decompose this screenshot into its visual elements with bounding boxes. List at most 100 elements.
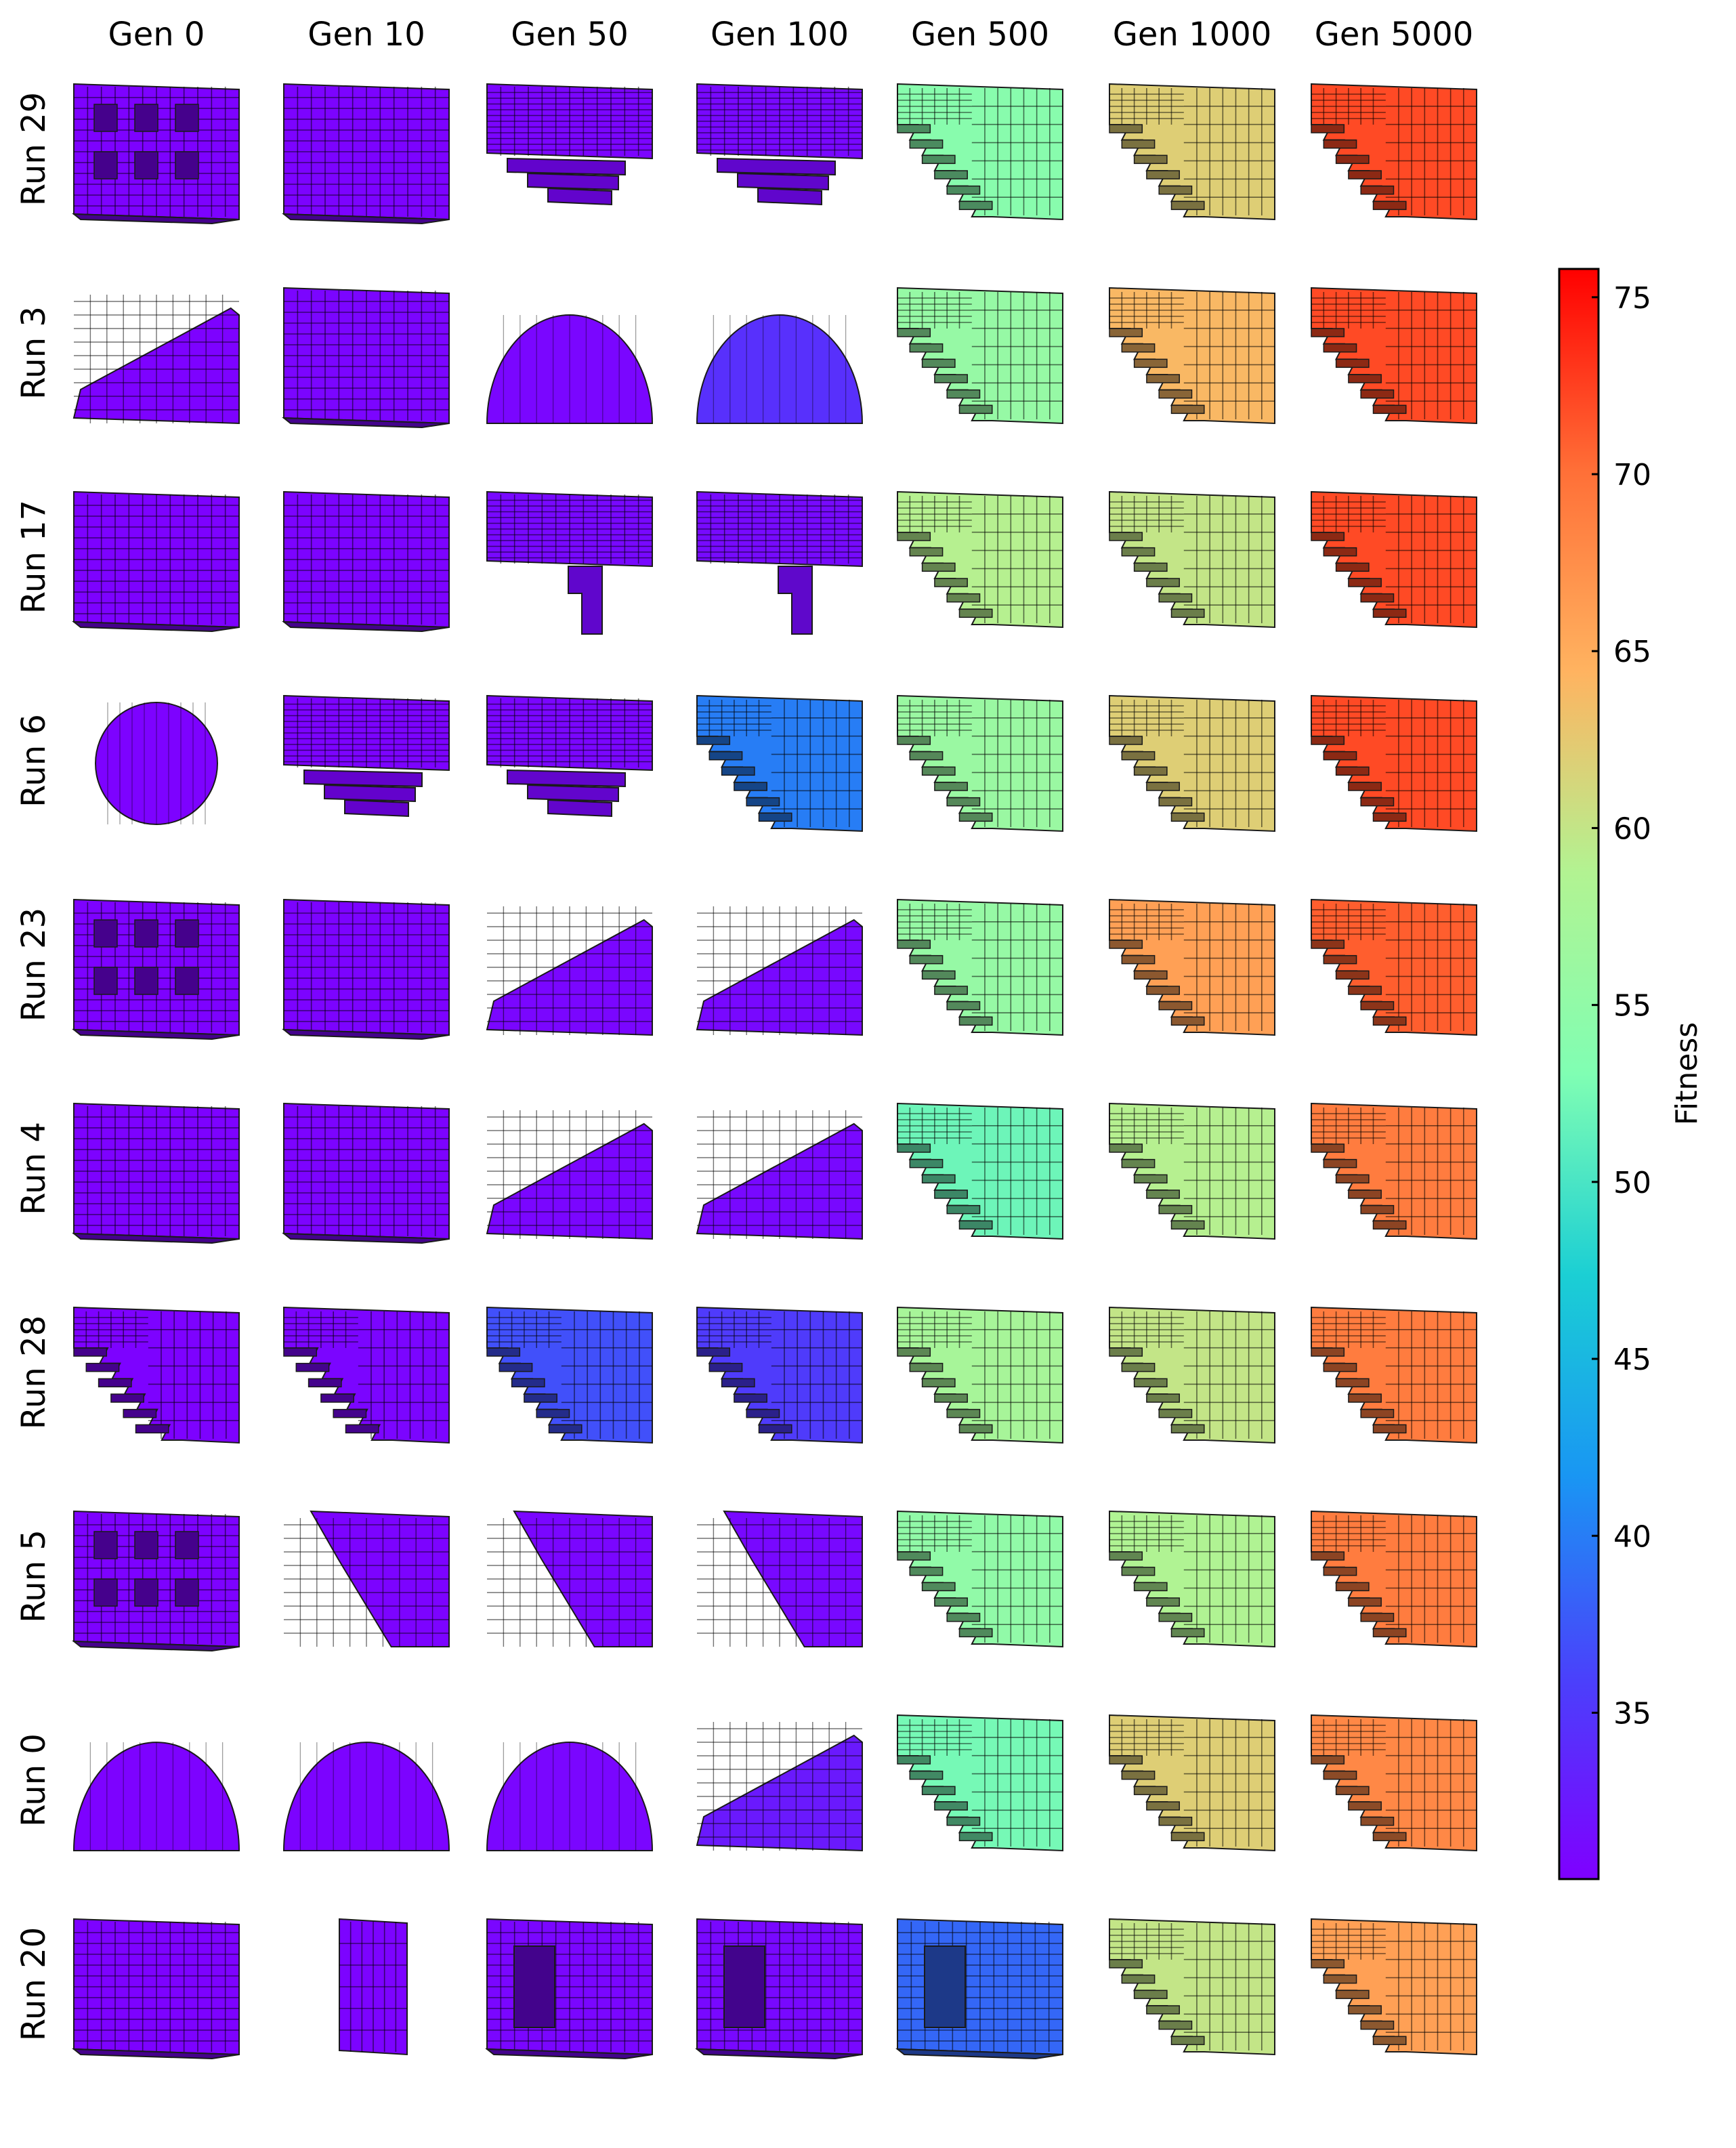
voxel-structure [282,490,450,633]
voxel-structure [1311,83,1477,221]
voxel-structure [487,1510,653,1647]
column-header-3: Gen 100 [711,16,849,54]
row-label-7: Run 5 [15,1530,53,1623]
colorbar-label: Fitness [1670,1022,1704,1125]
voxel-structure [72,1510,240,1652]
fitness-colorbar: 35 40 45 50 55 60 65 70 75 Fitness [1558,268,1704,1880]
voxel-structure [897,1714,1063,1852]
voxel-structure [486,83,653,206]
voxel-structure [696,314,864,424]
voxel-structure [72,1102,240,1244]
row-label-8: Run 0 [15,1733,53,1827]
voxel-structure [897,694,1063,833]
voxel-structure [1109,898,1275,1036]
voxel-structure [1311,1918,1477,2056]
voxel-structure [72,898,240,1040]
voxel-structure [72,490,240,633]
column-header-4: Gen 500 [911,16,1049,54]
voxel-structure [696,490,863,635]
row-label-6: Run 28 [15,1315,53,1429]
voxel-structure [1311,1306,1477,1444]
voxel-structure [697,1510,863,1647]
voxel-structure [1109,287,1275,425]
voxel-structure [1109,694,1275,833]
voxel-structure [1311,1510,1477,1648]
colorbar-tick-label: 40 [1613,1519,1651,1554]
voxel-structure [282,83,450,225]
voxel-structure [486,490,653,635]
row-label-0: Run 29 [15,92,53,206]
voxel-structure [696,1306,863,1444]
column-header-2: Gen 50 [511,16,628,54]
voxel-structure [696,694,863,833]
voxel-structure [486,906,653,1036]
voxel-structure [282,898,450,1040]
voxel-structure [282,287,450,429]
voxel-structure [897,1102,1063,1240]
voxel-structure [72,1742,240,1851]
colorbar-tick-label: 70 [1613,458,1651,492]
voxel-structure [1109,490,1275,629]
column-header-6: Gen 5000 [1315,16,1474,54]
row-label-5: Run 4 [15,1122,53,1215]
voxel-structure [72,83,240,225]
colorbar-tick-label: 75 [1613,281,1651,316]
voxel-structure [897,287,1063,425]
column-header-0: Gen 0 [108,16,205,54]
voxel-structure [1311,694,1477,833]
voxel-structure [1109,1306,1275,1444]
colorbar-tick-label: 35 [1613,1696,1651,1731]
column-header-1: Gen 10 [308,16,425,54]
colorbar-tick-label: 45 [1613,1343,1651,1377]
voxel-structure [94,702,219,825]
voxel-structure [72,295,240,425]
voxel-structure [696,906,863,1036]
voxel-structure [897,490,1063,629]
voxel-structure [486,314,654,424]
voxel-structure [1109,1918,1275,2056]
voxel-structure [695,1918,863,2060]
row-label-2: Run 17 [15,500,53,614]
column-headers: Gen 0 Gen 10 Gen 50 Gen 100 Gen 500 Gen 1000 G… [108,16,1474,54]
voxel-structure [485,1918,653,2060]
voxel-structure [1109,1714,1275,1852]
voxel-structure [486,1110,653,1240]
colorbar-tick-label: 65 [1613,635,1651,669]
colorbar-tick-label: 50 [1613,1166,1651,1200]
row-label-3: Run 6 [15,714,53,807]
voxel-structure [1311,1714,1477,1852]
voxel-structure [73,1306,240,1444]
voxel-structure [486,1306,653,1444]
voxel-structure [1311,1102,1477,1240]
voxel-structure [486,694,653,818]
voxel-structure [339,1918,408,2056]
voxel-structure [897,1306,1063,1444]
voxel-structure [696,1110,863,1240]
row-label-4: Run 23 [15,908,53,1022]
voxel-structure [72,1918,240,2060]
shape-grid [72,83,1477,2060]
voxel-structure [696,1722,863,1852]
voxel-structure [895,1918,1063,2060]
voxel-structure [282,1742,450,1851]
voxel-structure [283,694,450,818]
voxel-structure [282,1102,450,1244]
voxel-structure [1109,83,1275,221]
voxel-structure [283,1306,450,1444]
voxel-structure [1311,898,1477,1036]
voxel-structure [897,83,1063,221]
voxel-structure [696,83,863,206]
row-label-9: Run 20 [15,1927,53,2041]
voxel-structure [1109,1102,1275,1240]
voxel-structure [1109,1510,1275,1648]
row-label-1: Run 3 [15,306,53,400]
colorbar-tick-label: 55 [1613,989,1651,1024]
voxel-structure [486,1742,654,1851]
voxel-structure [284,1510,450,1647]
voxel-structure [1311,490,1477,629]
voxel-structure [897,1510,1063,1648]
voxel-structure [1311,287,1477,425]
colorbar-tick-label: 60 [1613,812,1651,846]
colorbar-gradient [1558,268,1600,1880]
